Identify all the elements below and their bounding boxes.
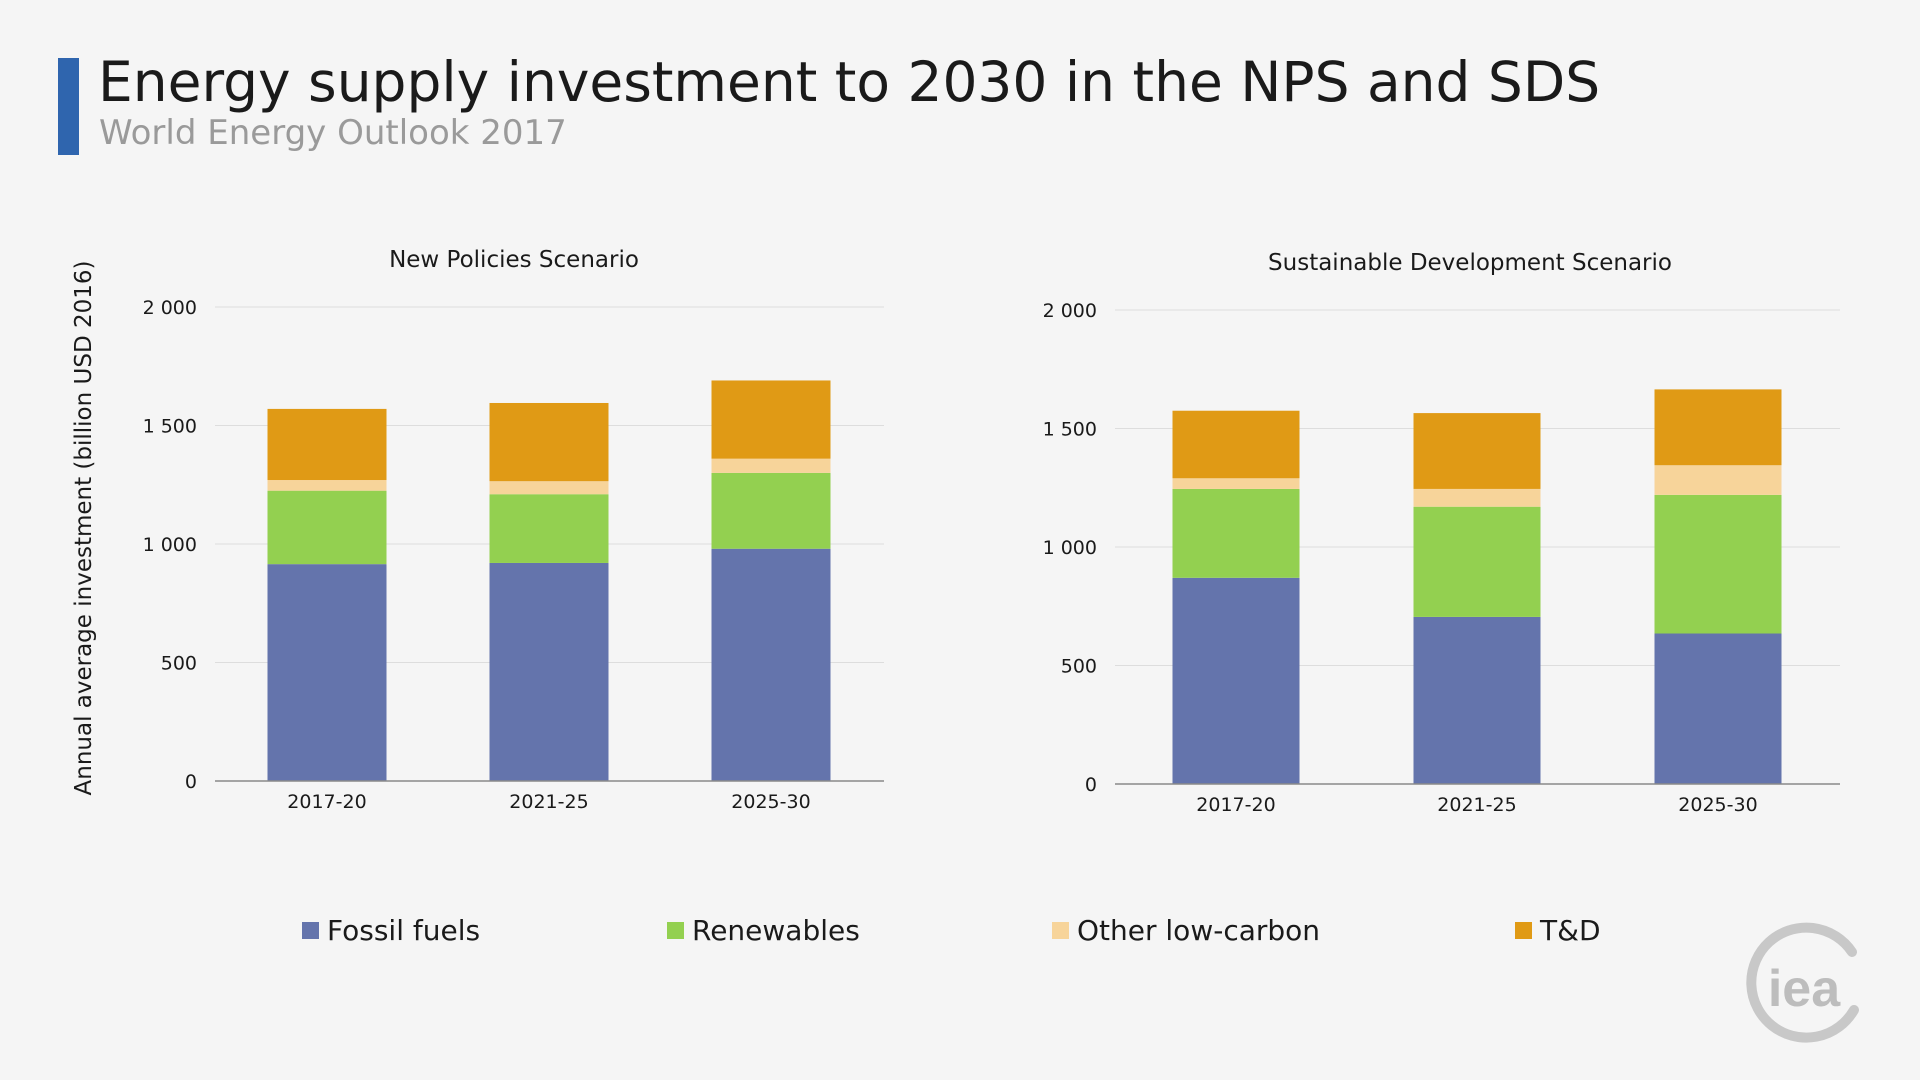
sds-y-tick-label: 2 000	[1043, 300, 1097, 322]
iea-logo-icon: iea	[1746, 922, 1859, 1043]
page-title: Energy supply investment to 2030 in the …	[98, 50, 1601, 114]
legend-label-renewables: Renewables	[692, 914, 860, 947]
nps-bar-renewables-2017-20	[267, 490, 387, 565]
nps-x-tick-label: 2017-20	[287, 791, 366, 813]
legend-swatch-fossil-fuels	[302, 922, 319, 939]
legend-label-fossil-fuels: Fossil fuels	[327, 914, 481, 947]
legend-swatch-td	[1515, 922, 1532, 939]
sds-bar-renewables-2025-30	[1654, 494, 1782, 634]
nps-bar-td-2021-25	[489, 402, 609, 482]
sds-y-tick-label: 1 500	[1043, 419, 1097, 441]
nps-y-tick-label: 500	[161, 653, 197, 675]
nps-bar-other-low-carbon-2021-25	[489, 481, 609, 495]
sds-x-tick-label: 2017-20	[1196, 794, 1275, 816]
nps-x-tick-label: 2025-30	[731, 791, 810, 813]
nps-y-tick-label: 1 500	[143, 416, 197, 438]
legend-item-renewables: Renewables	[667, 914, 860, 947]
chart-title-sds: Sustainable Development Scenario	[1268, 250, 1672, 276]
chart-title-nps: New Policies Scenario	[389, 247, 639, 273]
nps-bar-td-2025-30	[711, 380, 831, 459]
nps-bar-other-low-carbon-2025-30	[711, 458, 831, 473]
legend-item-td: T&D	[1515, 914, 1601, 947]
nps-bar-fossil-fuels-2021-25	[489, 562, 609, 781]
sds-bar-renewables-2021-25	[1413, 506, 1541, 617]
legend-label-td: T&D	[1540, 914, 1601, 947]
sds-y-tick-label: 0	[1085, 774, 1097, 796]
sds-y-tick-label: 1 000	[1043, 537, 1097, 559]
sds-bar-td-2025-30	[1654, 389, 1782, 466]
legend-label-other-low-carbon: Other low-carbon	[1077, 914, 1321, 947]
nps-y-tick-label: 0	[185, 771, 197, 793]
sds-x-tick-label: 2025-30	[1678, 794, 1757, 816]
header-accent-bar	[58, 58, 79, 155]
legend-swatch-other-low-carbon	[1052, 922, 1069, 939]
nps-y-tick-label: 1 000	[143, 534, 197, 556]
page-subtitle: World Energy Outlook 2017	[99, 113, 567, 153]
sds-bar-fossil-fuels-2021-25	[1413, 616, 1541, 784]
sds-bar-fossil-fuels-2025-30	[1654, 633, 1782, 784]
sds-bar-td-2021-25	[1413, 413, 1541, 489]
iea-logo-text: iea	[1768, 960, 1841, 1018]
nps-bar-fossil-fuels-2025-30	[711, 548, 831, 781]
nps-bar-renewables-2025-30	[711, 472, 831, 549]
sds-bar-renewables-2017-20	[1172, 488, 1300, 578]
sds-bar-td-2017-20	[1172, 410, 1300, 479]
sds-y-tick-label: 500	[1061, 656, 1097, 678]
nps-x-tick-label: 2021-25	[509, 791, 588, 813]
legend-swatch-renewables	[667, 922, 684, 939]
nps-y-tick-label: 2 000	[143, 297, 197, 319]
legend-item-fossil-fuels: Fossil fuels	[302, 914, 480, 947]
nps-bar-renewables-2021-25	[489, 494, 609, 563]
sds-bar-other-low-carbon-2025-30	[1654, 465, 1782, 495]
sds-bar-fossil-fuels-2017-20	[1172, 577, 1300, 784]
sds-x-tick-label: 2021-25	[1437, 794, 1516, 816]
nps-bar-fossil-fuels-2017-20	[267, 564, 387, 781]
legend-item-other-low-carbon: Other low-carbon	[1052, 914, 1320, 947]
nps-bar-other-low-carbon-2017-20	[267, 480, 387, 491]
nps-bar-td-2017-20	[267, 408, 387, 481]
sds-bar-other-low-carbon-2021-25	[1413, 488, 1541, 507]
sds-bar-other-low-carbon-2017-20	[1172, 478, 1300, 489]
legend: Fossil fuels Renewables Other low-carbon…	[0, 914, 1920, 954]
charts-canvas: 0 500 1 000 1 500 2 000 2017-20 2021-25 2025-30…	[143, 297, 1840, 816]
